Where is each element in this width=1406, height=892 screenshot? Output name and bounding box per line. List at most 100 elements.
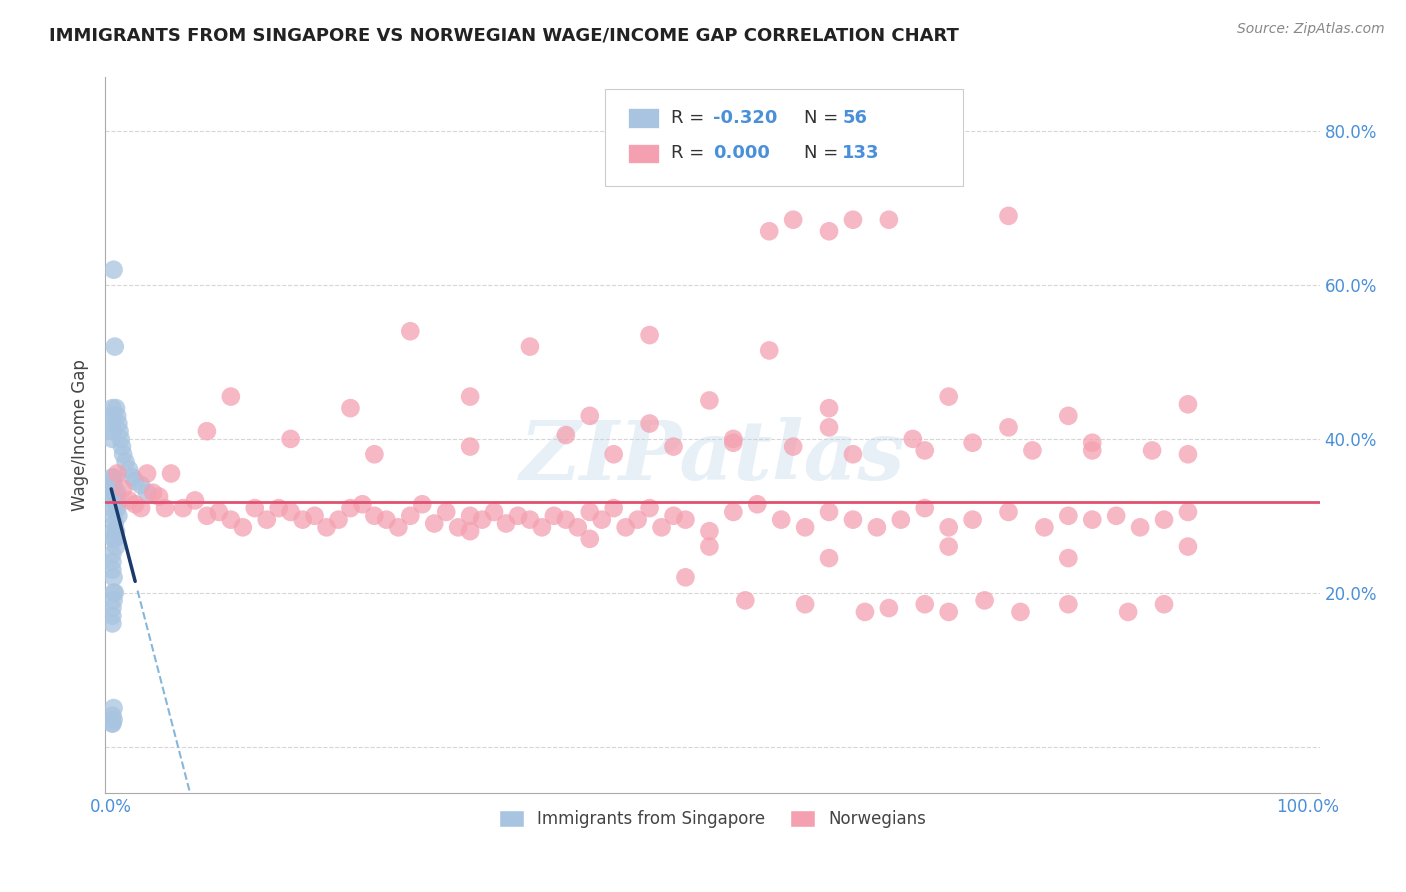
Point: [118, 493, 141, 508]
Point: [363, 508, 385, 523]
Point: [219, 513, 242, 527]
Point: [243, 501, 266, 516]
Point: [519, 513, 541, 527]
Point: [101, 716, 124, 731]
Point: [1140, 443, 1163, 458]
Point: [184, 493, 207, 508]
Text: R =: R =: [671, 145, 710, 162]
Point: [375, 513, 398, 527]
Point: [104, 540, 127, 554]
Point: [1057, 551, 1080, 566]
Point: [387, 520, 409, 534]
Point: [104, 485, 127, 500]
Point: [578, 409, 600, 423]
Point: [267, 501, 290, 516]
Point: [104, 401, 127, 416]
Point: [1153, 597, 1175, 611]
Point: [280, 505, 302, 519]
Point: [578, 505, 600, 519]
Point: [208, 505, 231, 519]
Point: [495, 516, 517, 531]
Point: [110, 432, 132, 446]
Point: [153, 501, 176, 516]
Text: N =: N =: [804, 109, 844, 127]
Point: [111, 440, 134, 454]
Point: [962, 435, 984, 450]
Point: [104, 516, 127, 531]
Point: [853, 605, 876, 619]
Text: 0.000: 0.000: [713, 145, 769, 162]
Point: [758, 343, 780, 358]
Point: [160, 467, 183, 481]
Point: [219, 390, 242, 404]
Point: [101, 501, 124, 516]
Point: [129, 478, 152, 492]
Point: [1057, 409, 1080, 423]
Point: [104, 524, 127, 538]
Point: [638, 501, 661, 516]
Point: [105, 501, 128, 516]
Point: [638, 417, 661, 431]
Point: [530, 520, 553, 534]
Point: [1116, 605, 1139, 619]
Point: [591, 513, 613, 527]
Point: [121, 470, 143, 484]
Point: [103, 508, 125, 523]
Text: -0.320: -0.320: [713, 109, 778, 127]
Point: [103, 701, 125, 715]
Point: [101, 716, 124, 731]
Point: [352, 497, 374, 511]
Point: [818, 224, 841, 238]
Point: [103, 593, 125, 607]
Text: 56: 56: [842, 109, 868, 127]
Point: [101, 478, 124, 492]
Point: [938, 390, 960, 404]
Point: [103, 470, 125, 484]
Point: [1010, 605, 1032, 619]
Point: [363, 447, 385, 461]
Point: [1105, 508, 1128, 523]
Point: [758, 224, 780, 238]
Point: [104, 532, 127, 546]
Point: [901, 432, 924, 446]
Point: [602, 447, 624, 461]
Point: [105, 485, 128, 500]
Point: [114, 455, 136, 469]
Text: 133: 133: [842, 145, 880, 162]
Point: [101, 555, 124, 569]
Point: [506, 508, 529, 523]
Point: [101, 547, 124, 561]
Point: [399, 324, 422, 338]
Point: [103, 713, 125, 727]
Point: [723, 435, 745, 450]
Point: [112, 482, 135, 496]
Point: [101, 470, 124, 484]
Point: [519, 340, 541, 354]
Point: [794, 597, 817, 611]
Point: [447, 520, 470, 534]
Point: [1177, 505, 1199, 519]
Point: [818, 420, 841, 434]
Point: [103, 262, 125, 277]
Point: [890, 513, 912, 527]
Point: [1177, 540, 1199, 554]
Point: [554, 513, 576, 527]
Point: [328, 513, 350, 527]
Point: [256, 513, 278, 527]
Point: [458, 524, 481, 538]
Point: [304, 508, 326, 523]
Text: ZIPatlas: ZIPatlas: [520, 417, 905, 497]
Point: [1081, 443, 1104, 458]
Point: [675, 513, 697, 527]
Point: [103, 532, 125, 546]
Point: [101, 424, 124, 438]
Text: N =: N =: [804, 145, 844, 162]
Point: [101, 493, 124, 508]
Point: [962, 513, 984, 527]
Point: [434, 505, 457, 519]
Point: [842, 212, 865, 227]
Point: [339, 401, 361, 416]
Point: [1033, 520, 1056, 534]
Point: [458, 508, 481, 523]
Point: [1177, 397, 1199, 411]
